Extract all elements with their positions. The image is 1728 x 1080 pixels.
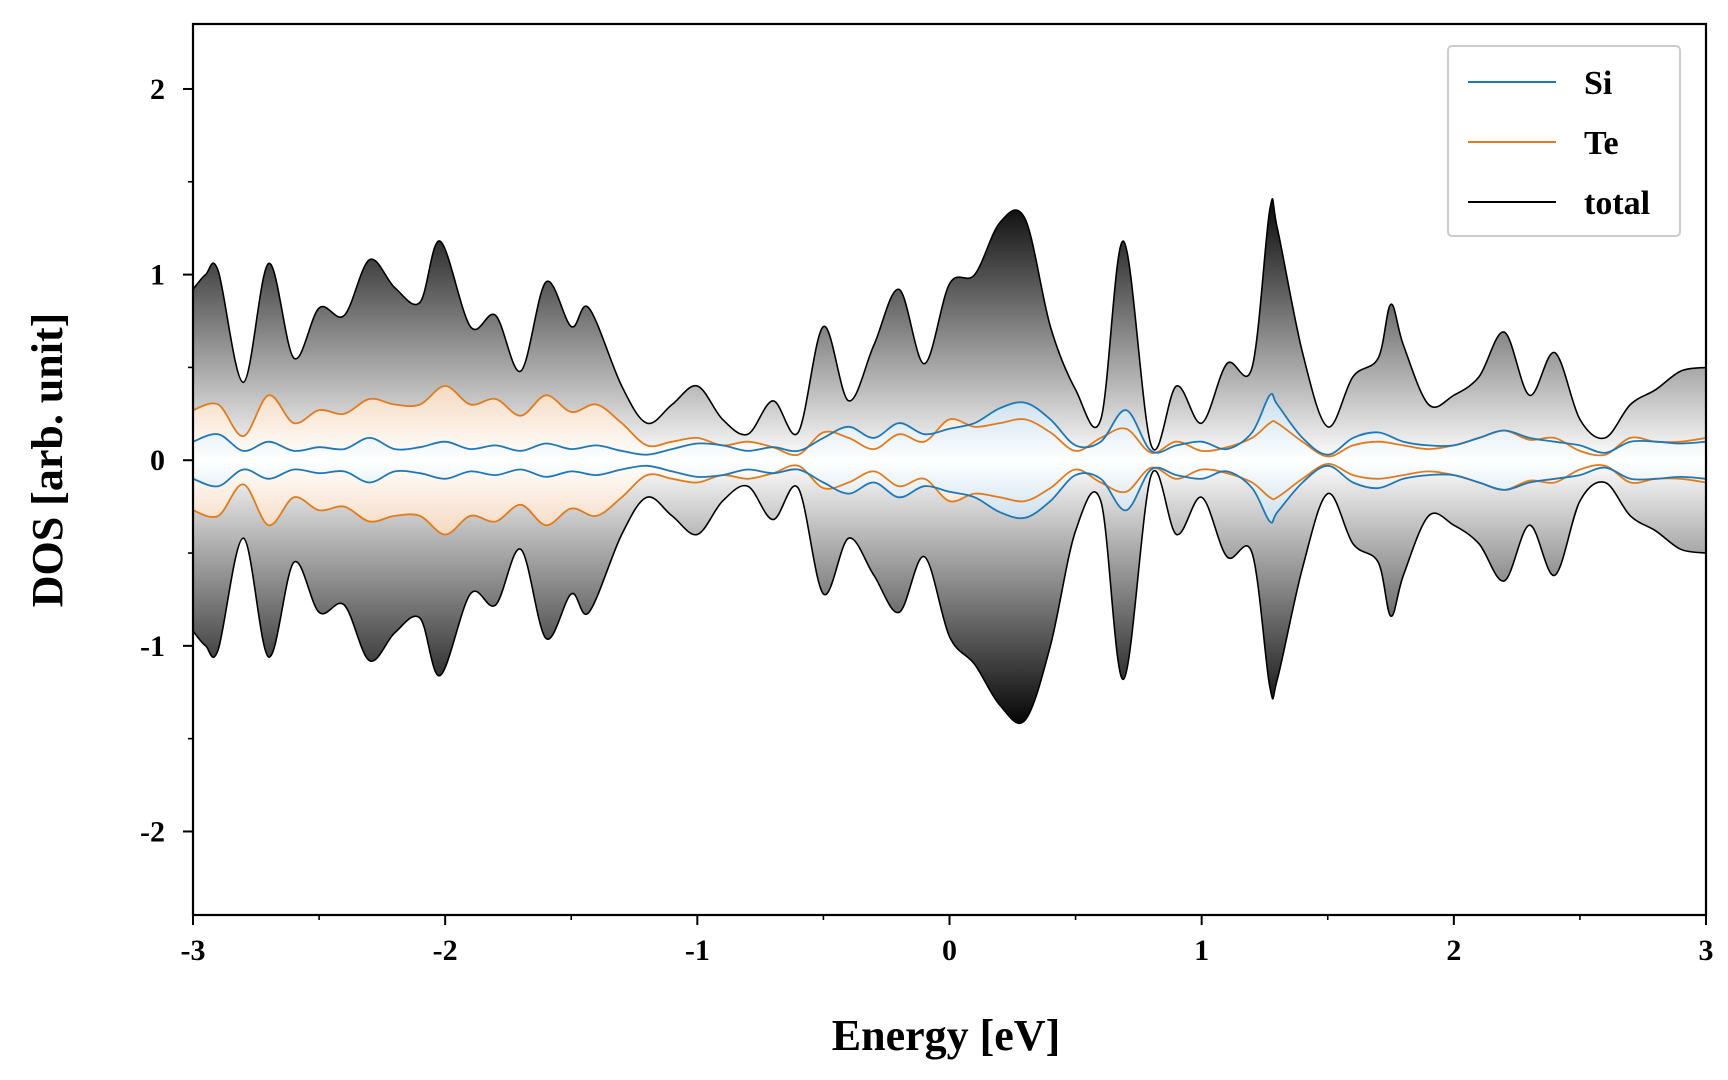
fills-layer: [193, 198, 1706, 724]
line-total-up: [193, 198, 1706, 451]
area-total-down: [193, 460, 1706, 724]
line-total-down: [193, 470, 1706, 725]
x-axis-label: Energy [eV]: [832, 1011, 1061, 1060]
y-tick-label: 0: [150, 444, 165, 477]
y-axis-label: DOS [arb. unit]: [23, 313, 72, 608]
area-si-up: [193, 393, 1706, 461]
x-tick-label: 3: [1699, 934, 1714, 967]
x-tick-label: 1: [1194, 934, 1209, 967]
x-tick-label: 2: [1446, 934, 1461, 967]
lines-layer: [193, 198, 1706, 725]
y-tick-label: 1: [150, 259, 165, 292]
y-tick-label: -2: [140, 815, 165, 848]
area-total-up: [193, 198, 1706, 461]
ticks-layer: -3 -2 -1 0 1 2 3 -2 -1 0 1 2: [140, 73, 1714, 967]
legend-label-total: total: [1584, 185, 1650, 222]
x-tick-label: 0: [942, 934, 957, 967]
legend-label-te: Te: [1584, 125, 1619, 162]
y-tick-label: 2: [150, 73, 165, 106]
legend-label-si: Si: [1584, 65, 1612, 102]
legend: Si Te total: [1447, 45, 1681, 237]
x-tick-label: -3: [181, 934, 206, 967]
area-te-up: [193, 386, 1706, 461]
area-te-down: [193, 460, 1706, 535]
line-si-up: [193, 392, 1706, 456]
x-tick-label: -1: [685, 934, 710, 967]
legend-box: [1447, 45, 1681, 237]
x-tick-label: -2: [433, 934, 458, 967]
y-tick-label: -1: [140, 630, 165, 663]
line-si-down: [193, 464, 1706, 524]
